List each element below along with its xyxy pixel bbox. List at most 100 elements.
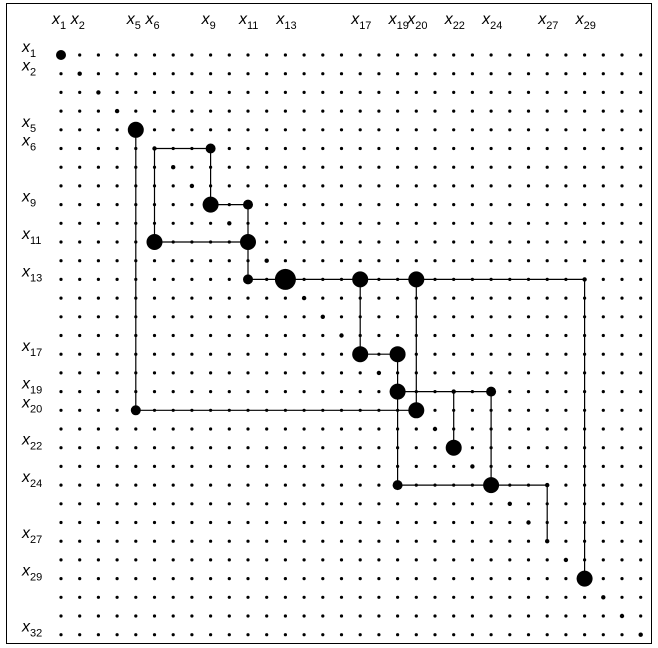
grid-dot	[302, 146, 306, 151]
grid-dot	[452, 184, 456, 188]
grid-dot	[396, 333, 400, 338]
grid-dot	[78, 203, 82, 207]
grid-dot	[470, 408, 474, 412]
grid-dot	[639, 595, 643, 599]
grid-dot	[545, 577, 549, 581]
grid-dot	[134, 446, 138, 450]
grid-dot	[134, 90, 138, 94]
grid-dot	[452, 483, 456, 487]
grid-dot	[508, 109, 512, 113]
grid-dot	[620, 128, 624, 132]
grid-dot	[489, 539, 493, 543]
grid-dot	[339, 390, 344, 394]
grid-dot	[433, 90, 437, 94]
grid-dot	[115, 72, 119, 76]
grid-dot	[190, 464, 194, 468]
grid-dot	[414, 520, 418, 525]
grid-dot	[470, 390, 474, 394]
grid-dot	[152, 221, 157, 225]
grid-dot	[639, 109, 643, 113]
grid-dot	[283, 464, 287, 468]
grid-dot	[59, 446, 63, 450]
grid-dot	[96, 165, 100, 169]
grid-dot	[59, 539, 63, 543]
grid-dot	[209, 558, 213, 562]
grid-dot	[620, 72, 624, 76]
grid-dot	[265, 72, 269, 76]
grid-dot	[59, 633, 63, 637]
grid-dot	[396, 427, 400, 431]
grid-dot	[414, 464, 418, 468]
grid-dot	[526, 577, 531, 581]
grid-dot	[452, 614, 456, 618]
grid-dot	[134, 109, 138, 113]
grid-dot	[508, 464, 512, 468]
grid-dot	[377, 277, 381, 281]
column-label: x19	[388, 11, 409, 32]
grid-dot	[452, 53, 456, 57]
grid-dot	[78, 165, 82, 169]
grid-dot	[209, 408, 213, 412]
entry-node	[408, 402, 425, 419]
grid-dot	[302, 520, 306, 525]
grid-dot	[321, 333, 325, 338]
grid-dot	[564, 408, 568, 412]
grid-dot	[171, 390, 175, 394]
grid-dot	[489, 614, 493, 618]
grid-dot	[433, 483, 437, 487]
entry-node	[582, 277, 587, 282]
grid-dot	[302, 90, 306, 94]
grid-dot	[227, 595, 231, 599]
grid-dot	[171, 427, 175, 431]
entry-node	[576, 570, 593, 587]
grid-dot	[265, 53, 269, 57]
grid-dot	[358, 390, 362, 394]
grid-dot	[134, 352, 138, 356]
grid-dot	[583, 221, 587, 225]
entry-node	[432, 426, 438, 432]
grid-dot	[321, 633, 325, 637]
grid-dot	[508, 614, 512, 618]
grid-dot	[209, 352, 213, 356]
grid-dot	[283, 72, 287, 76]
grid-dot	[59, 109, 63, 113]
grid-dot	[246, 53, 250, 57]
grid-dot	[583, 128, 587, 132]
grid-dot	[227, 90, 231, 94]
grid-dot	[639, 277, 643, 281]
grid-dot	[414, 259, 418, 263]
grid-dot	[283, 371, 287, 375]
grid-dot	[489, 333, 493, 338]
grid-dot	[302, 502, 306, 506]
grid-dot	[601, 558, 605, 562]
grid-dot	[583, 296, 587, 300]
grid-dot	[265, 483, 269, 487]
grid-dot	[564, 446, 568, 450]
grid-dot	[545, 333, 549, 338]
grid-dot	[526, 446, 531, 450]
grid-dot	[470, 221, 474, 225]
grid-dot	[339, 277, 344, 281]
grid-dot	[564, 315, 568, 319]
grid-dot	[96, 408, 100, 412]
grid-dot	[246, 352, 250, 356]
grid-dot	[358, 296, 362, 300]
grid-dot	[526, 464, 531, 468]
grid-dot	[433, 184, 437, 188]
grid-dot	[470, 165, 474, 169]
grid-dot	[265, 277, 269, 281]
entry-node	[352, 271, 369, 288]
grid-dot	[433, 390, 437, 394]
grid-dot	[526, 595, 531, 599]
grid-dot	[339, 296, 344, 300]
grid-dot	[414, 128, 418, 132]
grid-dot	[302, 221, 306, 225]
grid-dot	[583, 595, 587, 599]
grid-dot	[620, 165, 624, 169]
grid-dot	[246, 315, 250, 319]
grid-dot	[227, 577, 231, 581]
grid-dot	[377, 240, 381, 244]
grid-dot	[545, 128, 549, 132]
grid-dot	[59, 165, 63, 169]
grid-dot	[620, 277, 624, 281]
